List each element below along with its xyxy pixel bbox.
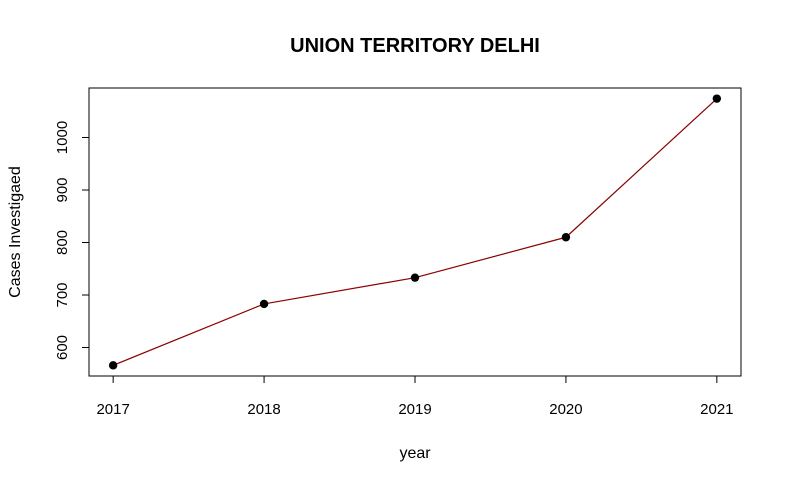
y-axis: 600 700 800 900 1000 [54,121,90,360]
series-line-segment [414,236,567,279]
y-axis-title: Cases Investigaed [7,166,24,298]
y-tick-label: 800 [54,230,71,255]
data-point [108,361,118,370]
x-axis: 2017 2018 2019 2020 2021 [96,375,734,418]
series-line-segment [565,98,718,238]
x-tick-label: 2018 [247,401,280,418]
x-tick-label: 2019 [398,401,431,418]
x-axis-title: year [399,445,431,462]
x-tick-label: 2020 [549,401,582,418]
y-tick-label: 1000 [54,121,71,154]
y-tick-label: 700 [54,282,71,307]
plot-frame [88,87,742,377]
y-tick-label: 600 [54,335,71,360]
data-point [259,299,269,309]
series-line-segment [112,303,265,366]
series-layer [108,94,722,370]
y-tick-label: 900 [54,177,71,202]
chart-title: UNION TERRITORY DELHI [290,35,540,57]
data-point [561,233,571,242]
series-line-segment [263,277,416,305]
x-tick-label: 2017 [96,401,129,418]
data-point [410,273,420,282]
data-point [712,94,722,103]
x-tick-label: 2021 [700,401,733,418]
